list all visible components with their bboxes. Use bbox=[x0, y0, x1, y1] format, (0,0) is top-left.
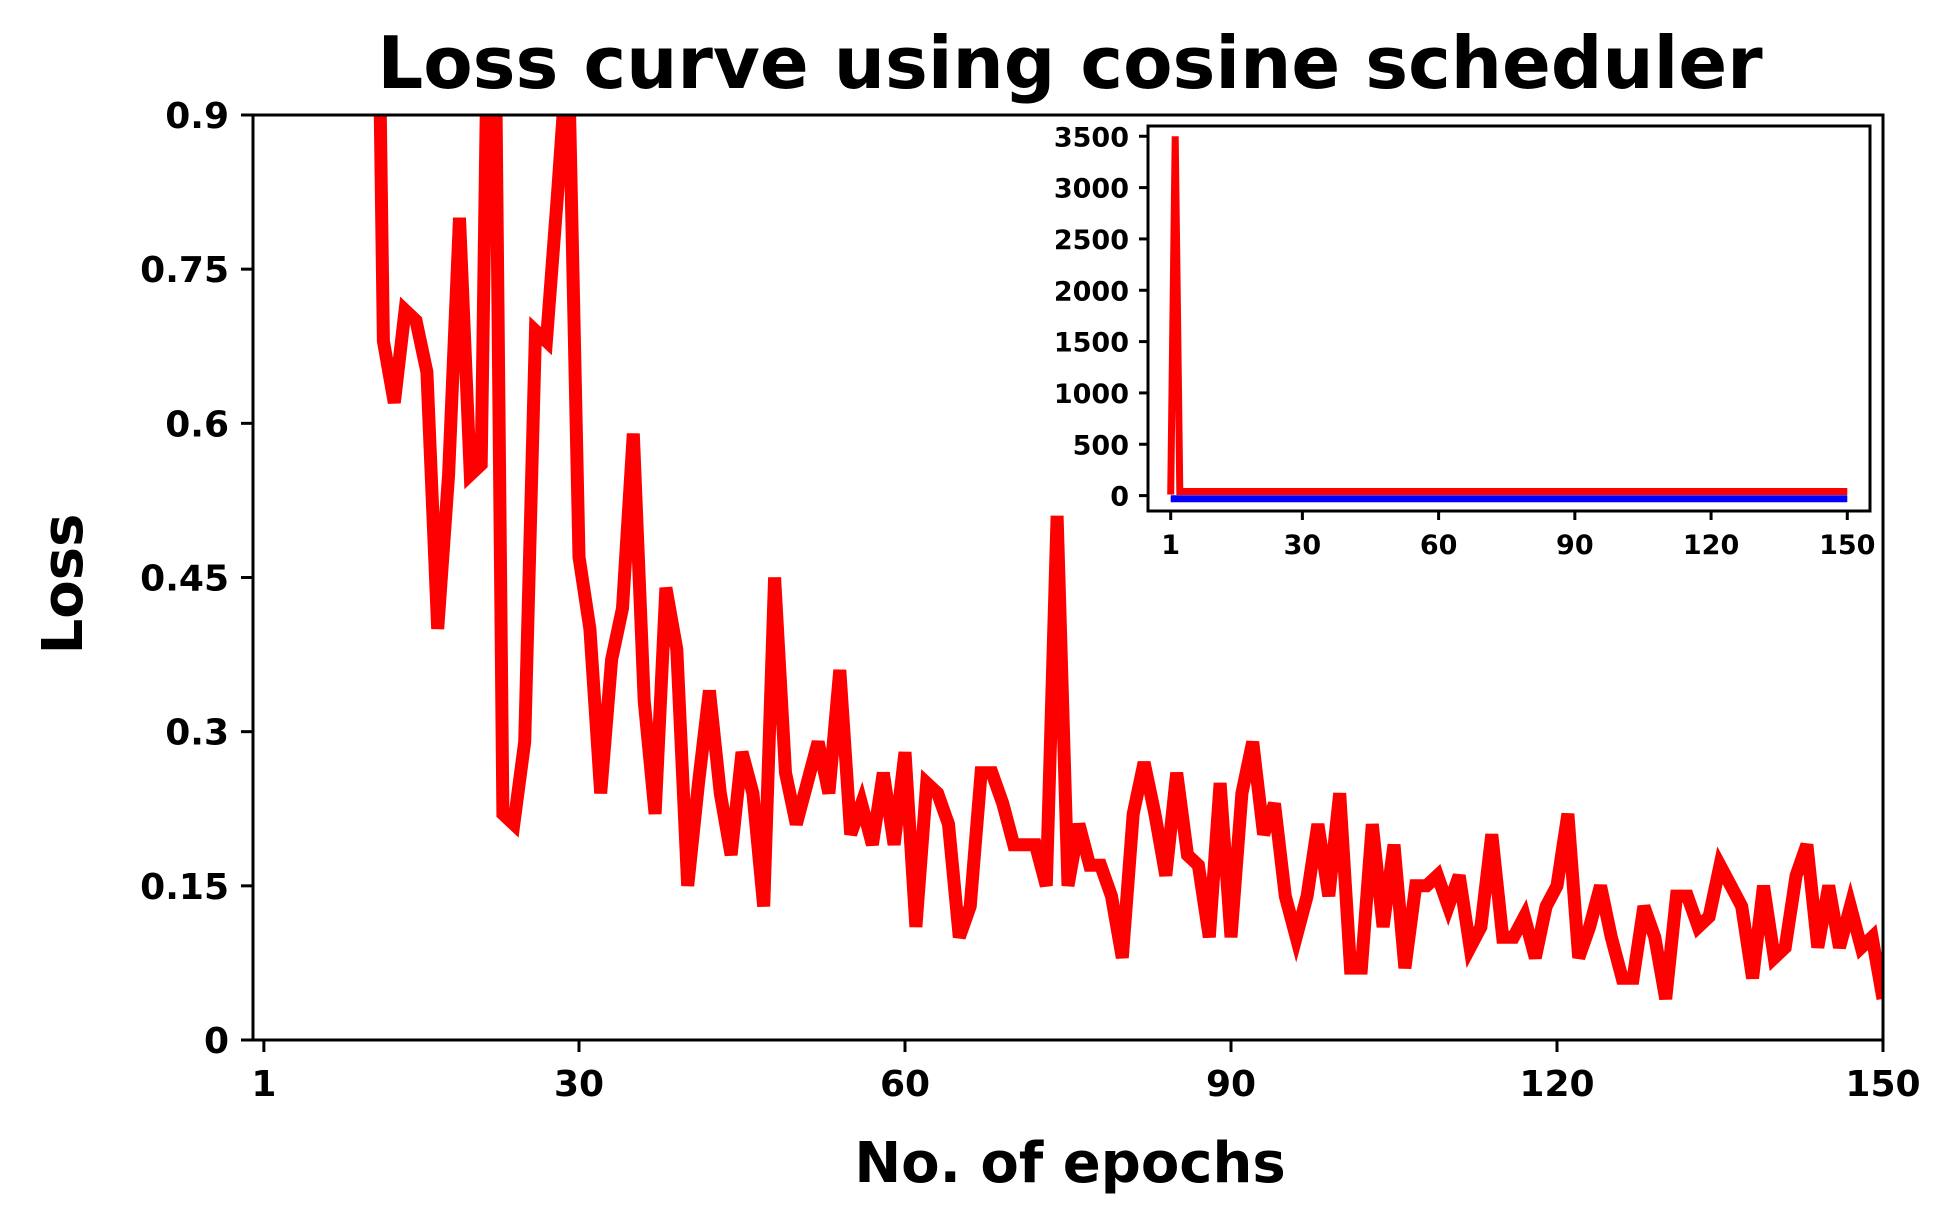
inset-y-tick-label: 1500 bbox=[1054, 328, 1129, 359]
x-axis-label: No. of epochs bbox=[854, 1131, 1285, 1196]
inset-y-tick-label: 3000 bbox=[1054, 174, 1129, 205]
main-x-tick-label: 60 bbox=[880, 1064, 930, 1105]
inset-y-tick-label: 3500 bbox=[1054, 122, 1129, 153]
inset-frame bbox=[1146, 124, 1872, 513]
main-x-tick-label: 90 bbox=[1206, 1064, 1256, 1105]
main-x-tick-label: 150 bbox=[1845, 1064, 1920, 1105]
inset-y-tick-label: 1000 bbox=[1054, 379, 1129, 410]
inset-y-tick-label: 2500 bbox=[1054, 225, 1129, 256]
main-y-tick-label: 0.6 bbox=[165, 404, 229, 445]
main-y-tick-label: 0.3 bbox=[165, 713, 229, 754]
main-x-ticks: 1 30 60 90 120 150 bbox=[251, 1040, 1921, 1105]
main-y-ticks: 0 0.15 0.3 0.45 0.6 0.75 0.9 bbox=[140, 96, 253, 1062]
inset-y-ticks: 0 500 1000 1500 2000 2500 3000 3500 bbox=[1054, 122, 1148, 513]
main-y-tick-label: 0.15 bbox=[140, 867, 229, 908]
main-series-line-0 bbox=[373, 115, 1883, 1001]
inset-x-tick-label: 60 bbox=[1420, 530, 1458, 561]
main-y-tick-label: 0.45 bbox=[140, 559, 229, 600]
inset-x-tick-label: 30 bbox=[1284, 530, 1322, 561]
inset-x-ticks: 1 30 60 90 120 150 bbox=[1161, 511, 1875, 561]
y-axis-label: Loss bbox=[31, 514, 96, 655]
inset-background bbox=[1148, 126, 1870, 511]
inset-y-tick-label: 0 bbox=[1110, 482, 1129, 513]
inset-plot bbox=[1146, 124, 1872, 513]
main-y-tick-label: 0.9 bbox=[165, 96, 229, 137]
inset-x-tick-label: 150 bbox=[1819, 530, 1875, 561]
inset-x-tick-label: 120 bbox=[1683, 530, 1739, 561]
main-x-tick-label: 1 bbox=[251, 1064, 276, 1105]
inset-y-tick-label: 2000 bbox=[1054, 276, 1129, 307]
main-y-tick-label: 0 bbox=[204, 1021, 229, 1062]
inset-x-tick-label: 1 bbox=[1161, 530, 1180, 561]
chart-title: Loss curve using cosine scheduler bbox=[377, 21, 1763, 105]
inset-y-tick-label: 500 bbox=[1073, 430, 1129, 461]
main-x-tick-label: 120 bbox=[1519, 1064, 1594, 1105]
main-y-tick-label: 0.75 bbox=[140, 250, 229, 291]
main-x-tick-label: 30 bbox=[554, 1064, 604, 1105]
inset-series-line-1 bbox=[1167, 136, 1848, 495]
inset-x-tick-label: 90 bbox=[1556, 530, 1594, 561]
